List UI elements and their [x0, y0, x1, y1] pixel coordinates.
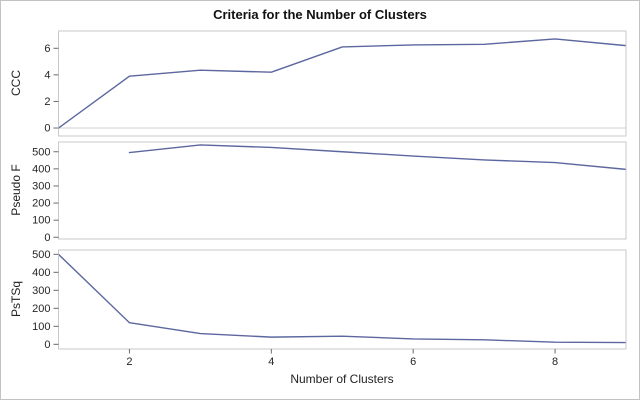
y-axis-label-ccc: CCC	[9, 70, 23, 96]
y-tick-label: 0	[44, 232, 50, 244]
y-tick-label: 200	[32, 303, 50, 315]
x-tick-label: 8	[552, 356, 558, 368]
panel-border-pstsq	[58, 249, 627, 350]
y-tick-label: 0	[44, 339, 50, 351]
y-tick-label: 500	[32, 146, 50, 158]
y-tick-label: 400	[32, 163, 50, 175]
y-axis-label-pseudo-f: Pseudo F	[9, 164, 23, 216]
x-axis-label: Number of Clusters	[290, 372, 394, 386]
y-tick-label: 300	[32, 285, 50, 297]
y-tick-label: 300	[32, 180, 50, 192]
y-tick-label: 0	[44, 123, 50, 135]
panel-border-ccc	[58, 30, 627, 137]
chart-title: Criteria for the Number of Clusters	[213, 7, 427, 22]
x-tick-label: 4	[268, 356, 274, 368]
pseudo-f-series-line	[128, 144, 627, 171]
y-tick-label: 6	[44, 43, 50, 55]
y-axis-label-pstsq: PsTSq	[9, 280, 23, 318]
x-tick-label: 2	[126, 356, 132, 368]
panel-border-pseudo-f	[58, 141, 627, 240]
pstsq-series-line	[57, 253, 627, 344]
y-tick-label: 100	[32, 215, 50, 227]
y-tick-label: 500	[32, 249, 50, 261]
y-tick-label: 400	[32, 267, 50, 279]
y-tick-label: 100	[32, 321, 50, 333]
ccc-series-line	[57, 38, 627, 129]
y-tick-label: 4	[44, 69, 50, 81]
y-tick-label: 2	[44, 96, 50, 108]
y-tick-label: 200	[32, 198, 50, 210]
x-tick-label: 6	[410, 356, 416, 368]
